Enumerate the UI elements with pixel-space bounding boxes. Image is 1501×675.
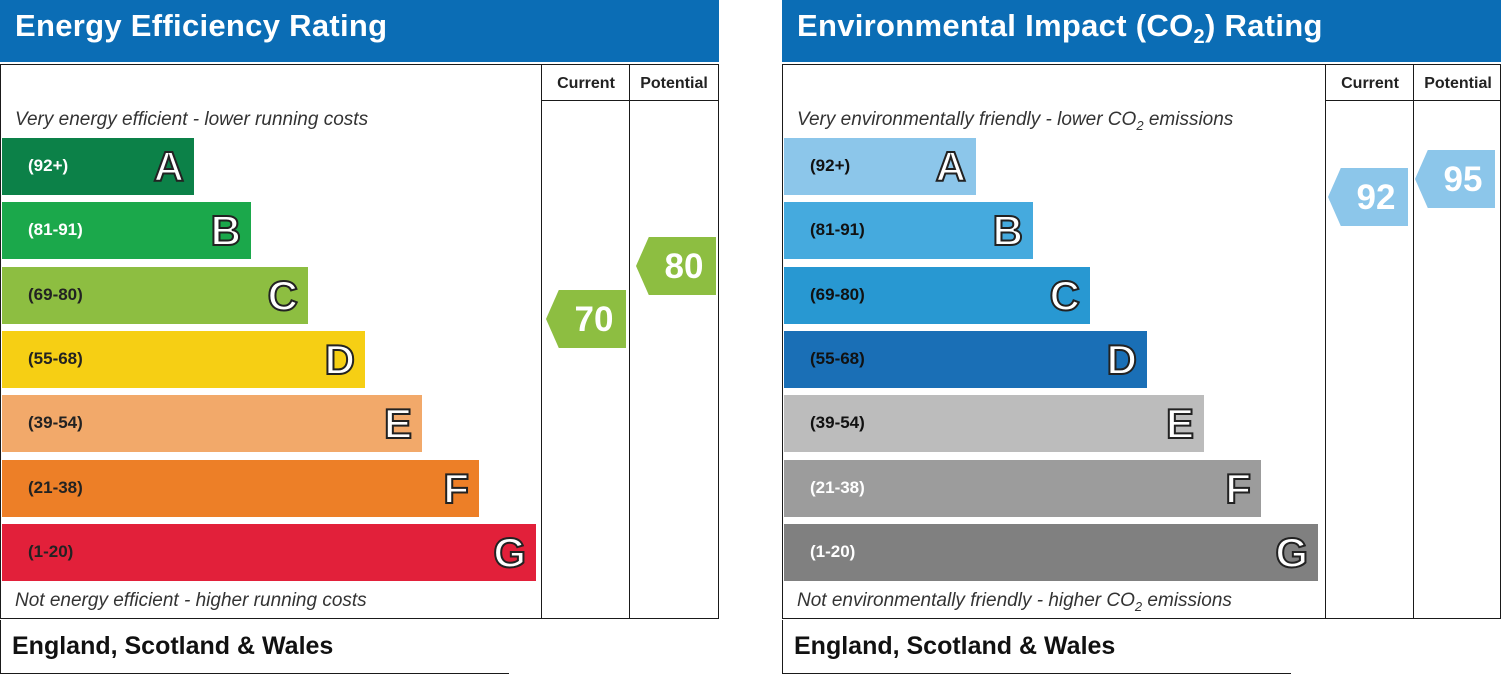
panel-header: Environmental Impact (CO2) Rating xyxy=(782,0,1501,62)
band-range: (39-54) xyxy=(810,413,865,433)
title-part: ) Rating xyxy=(1204,8,1323,43)
bottom-caption: Not energy efficient - higher running co… xyxy=(15,590,367,611)
band-letter: D xyxy=(1106,335,1138,384)
top-caption: Very environmentally friendly - lower CO… xyxy=(797,109,1233,133)
band-g: (1-20) G xyxy=(2,523,536,581)
band-letter: E xyxy=(383,399,413,448)
caption-part: emissions xyxy=(1142,590,1232,611)
current-rating-value: 92 xyxy=(1356,178,1396,217)
panel-header: Energy Efficiency Rating xyxy=(0,0,719,62)
band-letter: G xyxy=(1274,528,1309,577)
band-e: (39-54) E xyxy=(784,395,1204,453)
chart-title: Environmental Impact (CO2) Rating xyxy=(797,8,1323,49)
band-d: (55-68) D xyxy=(784,330,1147,388)
potential-rating-arrow: 80 xyxy=(636,237,716,295)
band-range: (92+) xyxy=(810,156,851,175)
top-caption: Very energy efficient - lower running co… xyxy=(15,109,369,130)
band-range: (39-54) xyxy=(28,413,83,433)
band-range: (92+) xyxy=(28,156,69,175)
band-d: (55-68) D xyxy=(2,330,365,388)
band-letter: A xyxy=(935,142,967,191)
band-range: (1-20) xyxy=(810,541,856,561)
environmental-impact-panel: Environmental Impact (CO2) Rating Curren… xyxy=(782,0,1501,675)
potential-rating-value: 80 xyxy=(664,247,704,286)
caption-part: emissions xyxy=(1143,109,1234,130)
column-divider xyxy=(1413,65,1414,618)
band-range: (21-38) xyxy=(28,477,83,497)
band-letter: C xyxy=(1049,271,1081,320)
footer-label: England, Scotland & Wales xyxy=(12,632,334,660)
caption-subscript: 2 xyxy=(1134,598,1143,614)
column-header-potential: Potential xyxy=(1424,75,1492,92)
band-range: (69-80) xyxy=(810,284,865,304)
band-letter: E xyxy=(1165,399,1195,448)
column-divider xyxy=(541,65,542,618)
column-header-potential: Potential xyxy=(640,75,708,92)
caption-part: Not environmentally friendly - higher CO xyxy=(797,590,1135,611)
band-range: (81-91) xyxy=(28,220,83,240)
title-subscript: 2 xyxy=(1193,26,1205,49)
band-letter: A xyxy=(153,142,185,191)
band-range: (55-68) xyxy=(810,348,865,368)
energy-efficiency-panel: Energy Efficiency Rating Current Potenti… xyxy=(0,0,719,675)
band-a: (92+) A xyxy=(2,138,194,195)
band-e: (39-54) E xyxy=(2,395,422,453)
rating-table: Current Potential Very energy efficient … xyxy=(0,64,719,619)
band-range: (69-80) xyxy=(28,284,83,304)
band-b: (81-91) B xyxy=(784,202,1033,260)
band-letter: C xyxy=(267,271,299,320)
current-rating-value: 70 xyxy=(574,300,614,339)
column-divider xyxy=(629,65,630,618)
column-header-current: Current xyxy=(1341,75,1399,92)
potential-rating-arrow: 95 xyxy=(1415,150,1495,208)
band-letter: F xyxy=(442,464,470,513)
header-divider xyxy=(1325,100,1500,101)
caption-subscript: 2 xyxy=(1136,117,1144,133)
band-letter: B xyxy=(210,206,242,255)
band-range: (21-38) xyxy=(810,477,865,497)
title-part: Environmental Impact (CO xyxy=(797,8,1194,43)
band-c: (69-80) C xyxy=(2,266,308,324)
band-f: (21-38) F xyxy=(784,459,1261,517)
band-letter: B xyxy=(992,206,1024,255)
column-divider xyxy=(1325,65,1326,618)
column-header-current: Current xyxy=(557,75,615,92)
band-f: (21-38) F xyxy=(2,459,479,517)
potential-rating-value: 95 xyxy=(1443,160,1483,199)
band-c: (69-80) C xyxy=(784,266,1090,324)
current-rating-arrow: 70 xyxy=(546,290,626,348)
footer-region: England, Scotland & Wales xyxy=(0,620,509,674)
caption-part: Very environmentally friendly - lower CO xyxy=(797,109,1137,130)
band-letter: G xyxy=(492,528,527,577)
band-range: (81-91) xyxy=(810,220,865,240)
band-a: (92+) A xyxy=(784,138,976,195)
footer-label: England, Scotland & Wales xyxy=(794,632,1116,660)
band-letter: F xyxy=(1224,464,1252,513)
rating-table: Current Potential Very environmentally f… xyxy=(782,64,1501,619)
footer-region: England, Scotland & Wales xyxy=(782,620,1291,674)
header-divider xyxy=(541,100,718,101)
current-rating-arrow: 92 xyxy=(1328,168,1408,226)
band-range: (1-20) xyxy=(28,541,74,561)
band-range: (55-68) xyxy=(28,348,83,368)
chart-title: Energy Efficiency Rating xyxy=(15,8,388,43)
band-b: (81-91) B xyxy=(2,202,251,260)
band-letter: D xyxy=(324,335,356,384)
bottom-caption: Not environmentally friendly - higher CO… xyxy=(797,590,1232,614)
band-g: (1-20) G xyxy=(784,523,1318,581)
